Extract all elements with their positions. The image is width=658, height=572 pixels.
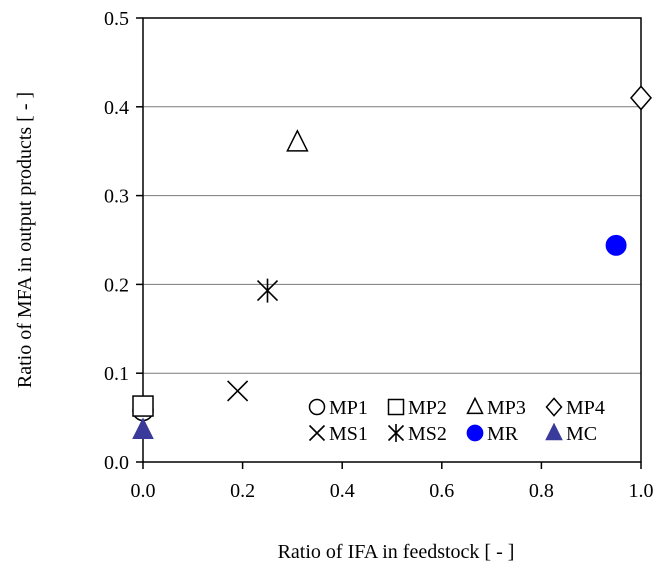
y-tick-label: 0.1 [104, 363, 129, 385]
legend-marker [466, 396, 484, 415]
legend-label: MS1 [329, 423, 368, 445]
y-axis-ticks: 0.0 0.1 0.2 0.3 0.4 0.5 [104, 8, 143, 474]
x-axis-label: Ratio of IFA in feedstock [ - ] [278, 541, 515, 563]
data-point-mc [132, 417, 154, 440]
data-point-mp4 [630, 85, 652, 111]
legend-marker [545, 397, 563, 417]
x-axis-ticks: 0.0 0.2 0.4 0.6 0.8 1.0 [131, 462, 654, 502]
legend-marker [308, 424, 326, 442]
legend-marker [466, 424, 484, 442]
legend-label: MP3 [487, 397, 526, 419]
legend-item-mr: MR [466, 423, 519, 445]
data-point-mr [605, 234, 627, 256]
legend-item-mp1: MP1 [308, 397, 368, 419]
x-tick-label: 0.4 [330, 480, 355, 502]
x-tick-label: 0.8 [529, 480, 554, 502]
legend-label: MC [566, 423, 597, 445]
y-tick-label: 0.4 [104, 97, 129, 119]
plot-area-frame [142, 17, 642, 463]
y-axis-label: Ratio of MFA in output products [ - ] [14, 92, 36, 388]
legend-label: MR [487, 423, 519, 445]
legend-marker [545, 422, 563, 441]
legend-item-mp3: MP3 [466, 396, 526, 419]
legend-marker [387, 398, 405, 416]
data-point-ms1 [227, 380, 249, 402]
x-tick-label: 0.2 [230, 480, 255, 502]
legend-marker [387, 424, 405, 442]
legend-label: MP1 [329, 397, 368, 419]
y-tick-label: 0.3 [104, 186, 129, 208]
data-point-mp3 [286, 129, 309, 152]
x-tick-label: 1.0 [629, 480, 654, 502]
y-tick-label: 0.0 [104, 452, 129, 474]
data-point-ms2 [256, 278, 279, 303]
legend: MP1 MP2 MP3 MP4 MS1 MS2 MR MC [308, 396, 605, 445]
legend-item-mp2: MP2 [387, 397, 447, 419]
legend-item-ms1: MS1 [308, 423, 368, 445]
legend-marker [308, 398, 326, 416]
y-tick-label: 0.2 [104, 274, 129, 296]
grid-lines [143, 106, 641, 374]
legend-item-ms2: MS2 [387, 423, 447, 445]
x-tick-label: 0.0 [131, 480, 156, 502]
legend-label: MP4 [566, 397, 605, 419]
x-tick-label: 0.6 [429, 480, 454, 502]
data-point-mp2 [132, 395, 154, 417]
y-tick-label: 0.5 [104, 8, 129, 30]
legend-item-mp4: MP4 [545, 397, 605, 419]
legend-label: MP2 [408, 397, 447, 419]
data-points [132, 85, 652, 440]
legend-label: MS2 [408, 423, 447, 445]
legend-item-mc: MC [545, 422, 597, 445]
